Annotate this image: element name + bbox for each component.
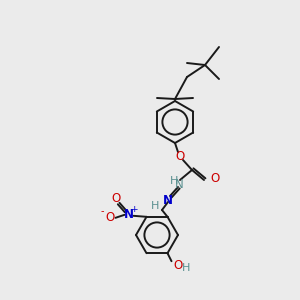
Text: O: O xyxy=(210,172,219,185)
Text: H: H xyxy=(151,201,159,211)
Text: H: H xyxy=(182,263,190,273)
Text: N: N xyxy=(163,194,173,206)
Text: +: + xyxy=(130,205,137,214)
Text: N: N xyxy=(124,208,134,221)
Text: O: O xyxy=(176,149,184,163)
Text: O: O xyxy=(111,192,120,205)
Text: N: N xyxy=(175,178,183,191)
Text: O: O xyxy=(105,211,114,224)
Text: -: - xyxy=(101,206,104,216)
Text: H: H xyxy=(170,176,178,186)
Text: O: O xyxy=(173,259,183,272)
